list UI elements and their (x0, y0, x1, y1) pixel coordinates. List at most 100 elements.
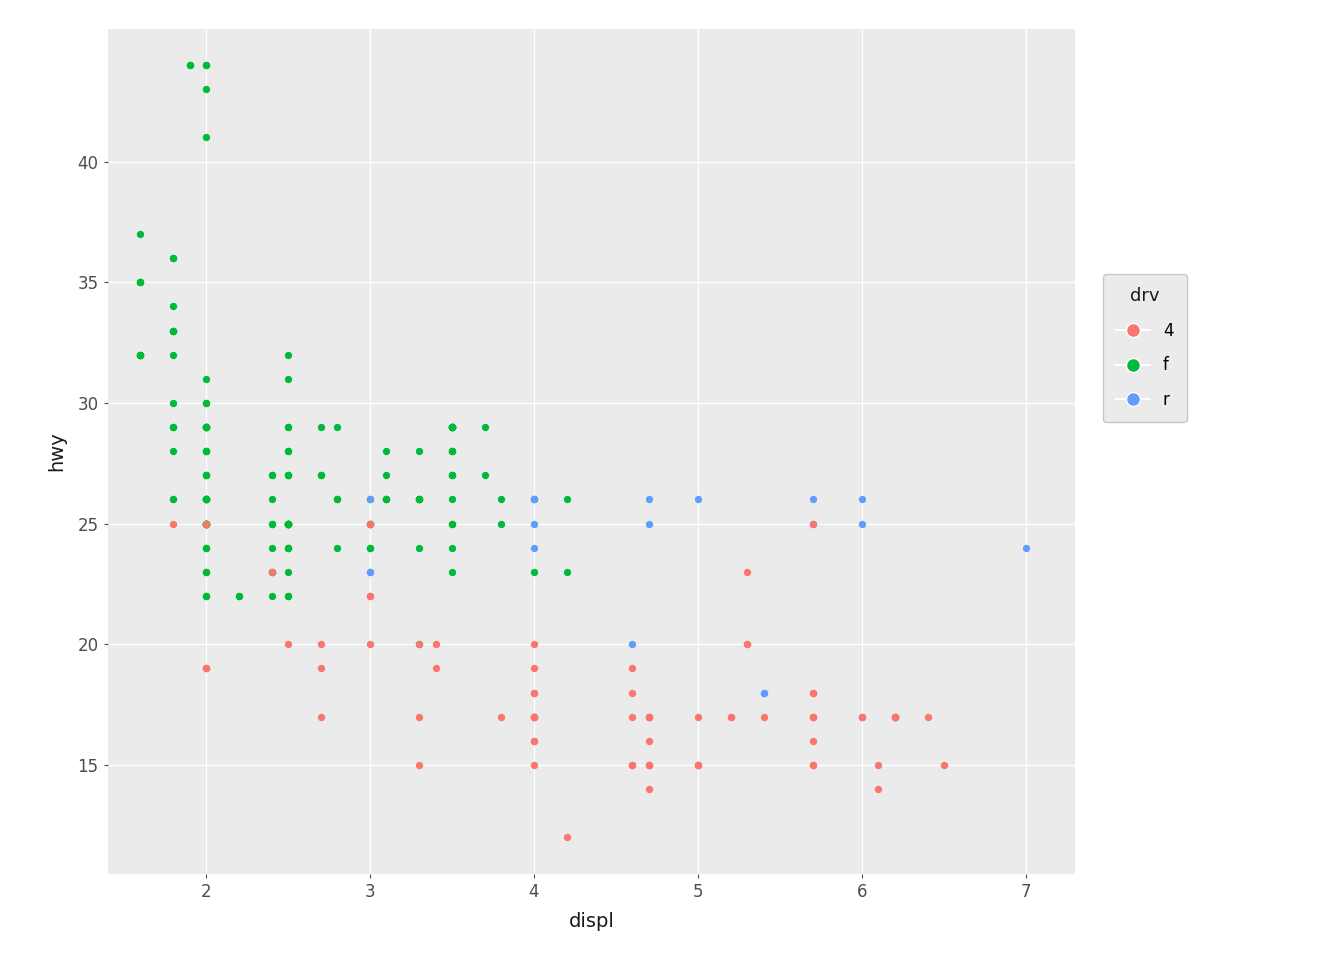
Point (277, 540, 298, 556)
Point (523, 733, 544, 749)
Point (195, 58, 216, 73)
Point (261, 564, 282, 580)
Point (310, 468, 332, 483)
Point (441, 420, 462, 435)
Point (277, 516, 298, 531)
Point (277, 564, 298, 580)
Point (277, 468, 298, 483)
Point (441, 468, 462, 483)
Point (687, 757, 708, 773)
Legend: 4, f, r: 4, f, r (1103, 274, 1187, 422)
Point (851, 492, 872, 507)
Point (277, 540, 298, 556)
Point (523, 540, 544, 556)
Point (359, 636, 380, 652)
Point (195, 444, 216, 459)
Point (277, 444, 298, 459)
Point (638, 757, 660, 773)
X-axis label: displ: displ (569, 912, 614, 931)
Point (375, 492, 396, 507)
Point (409, 492, 430, 507)
Point (195, 492, 216, 507)
Point (163, 299, 184, 314)
Point (622, 684, 644, 700)
Point (802, 757, 824, 773)
Point (802, 733, 824, 749)
Point (327, 540, 348, 556)
Point (868, 781, 890, 797)
Point (195, 516, 216, 531)
Point (195, 468, 216, 483)
Point (375, 444, 396, 459)
Point (163, 347, 184, 362)
Y-axis label: hwy: hwy (47, 431, 66, 471)
Point (277, 516, 298, 531)
Point (195, 516, 216, 531)
Point (638, 781, 660, 797)
Point (261, 564, 282, 580)
Point (622, 709, 644, 725)
Point (261, 564, 282, 580)
Point (195, 540, 216, 556)
Point (638, 516, 660, 531)
Point (441, 420, 462, 435)
Point (129, 227, 151, 242)
Point (277, 588, 298, 604)
Point (195, 444, 216, 459)
Point (720, 709, 742, 725)
Point (195, 516, 216, 531)
Point (441, 564, 462, 580)
Point (687, 709, 708, 725)
Point (359, 516, 380, 531)
Point (359, 540, 380, 556)
Point (523, 709, 544, 725)
Point (195, 420, 216, 435)
Point (195, 516, 216, 531)
Point (523, 660, 544, 676)
Point (523, 757, 544, 773)
Point (277, 588, 298, 604)
Point (195, 420, 216, 435)
Point (523, 636, 544, 652)
Point (802, 684, 824, 700)
Point (441, 420, 462, 435)
Point (129, 275, 151, 290)
Point (277, 516, 298, 531)
Point (851, 516, 872, 531)
Point (802, 757, 824, 773)
Point (409, 709, 430, 725)
Point (327, 420, 348, 435)
Point (638, 757, 660, 773)
Point (195, 516, 216, 531)
Point (441, 420, 462, 435)
Point (884, 709, 906, 725)
Point (802, 492, 824, 507)
Point (359, 516, 380, 531)
Point (441, 420, 462, 435)
Point (441, 420, 462, 435)
Point (195, 492, 216, 507)
Point (277, 516, 298, 531)
Point (441, 468, 462, 483)
Point (195, 564, 216, 580)
Point (195, 420, 216, 435)
Point (884, 709, 906, 725)
Point (474, 468, 496, 483)
Point (687, 492, 708, 507)
Point (441, 540, 462, 556)
Point (737, 636, 758, 652)
Point (261, 468, 282, 483)
Point (195, 588, 216, 604)
Point (195, 420, 216, 435)
Point (409, 492, 430, 507)
Point (277, 516, 298, 531)
Point (556, 829, 578, 845)
Point (409, 492, 430, 507)
Point (228, 588, 250, 604)
Point (523, 709, 544, 725)
Point (802, 516, 824, 531)
Point (163, 420, 184, 435)
Point (687, 757, 708, 773)
Point (523, 492, 544, 507)
Point (195, 130, 216, 145)
